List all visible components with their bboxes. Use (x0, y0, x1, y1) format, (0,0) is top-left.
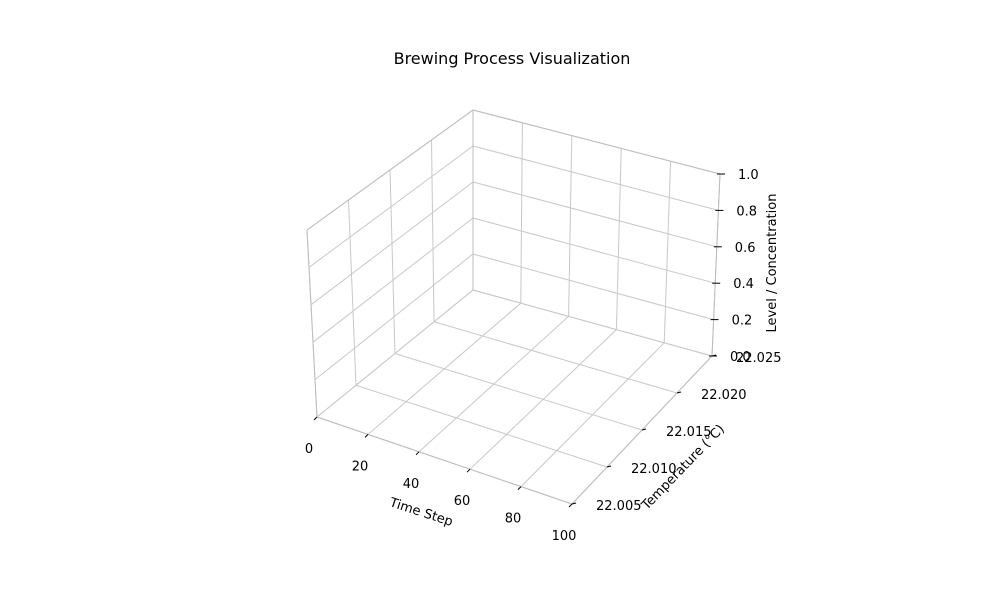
back-wall-grid-z (472, 181, 717, 248)
side-wall-grid-z (312, 217, 474, 343)
pane-edge (306, 109, 474, 231)
chart-title: Brewing Process Visualization (394, 49, 631, 68)
x-axis-label: Time Step (387, 495, 455, 530)
x-tick-label: 20 (352, 459, 369, 474)
pane-edge (316, 416, 573, 505)
x-tick-label: 80 (505, 512, 522, 527)
y-tick-label: 22.010 (631, 462, 677, 477)
z-tick-label: 0.0 (730, 350, 751, 365)
x-tick-mark (313, 416, 318, 421)
y-axis-ticks: 22.005 22.010 22.015 22.020 22.025 (571, 351, 782, 514)
back-wall-grid-z (472, 289, 713, 357)
back-wall-grid-x (520, 122, 523, 304)
side-wall-grid-z (314, 253, 474, 380)
left-back-pane (307, 110, 473, 417)
back-wall-grid-x (568, 135, 573, 317)
pane-edge (306, 229, 318, 418)
y-tick-mark (606, 465, 612, 468)
z-tick-label: 0.2 (732, 314, 753, 329)
x-tick-label: 40 (403, 477, 420, 492)
y-tick-label: 22.020 (701, 388, 747, 403)
side-wall-grid-y (389, 169, 396, 354)
side-wall-grid-y (431, 139, 435, 322)
floor-grid-y (433, 321, 678, 394)
y-tick-mark (676, 391, 682, 394)
side-wall-grid-z (308, 145, 474, 268)
back-wall-grid-z (472, 217, 716, 284)
x-tick-mark (466, 468, 471, 473)
z-tick-label: 0.4 (733, 277, 754, 292)
side-wall-grid-y (348, 199, 357, 386)
right-back-pane (473, 110, 720, 356)
x-tick-mark (364, 434, 369, 438)
y-tick-label: 22.025 (736, 351, 782, 366)
x-tick-mark (415, 451, 420, 456)
floor-grid-y (394, 353, 643, 431)
x-axis-ticks: 0 20 40 60 80 100 (305, 416, 577, 544)
z-tick-label: 1.0 (738, 168, 759, 183)
x-tick-mark (568, 503, 573, 508)
y-tick-label: 22.005 (596, 499, 642, 514)
y-tick-mark (571, 502, 577, 505)
floor-grid-y (355, 384, 608, 468)
x-tick-label: 0 (305, 442, 313, 457)
back-wall-grid-z (472, 253, 714, 321)
y-tick-label: 22.015 (666, 425, 712, 440)
pane-edge (472, 109, 721, 175)
side-wall-grid-z (316, 289, 474, 418)
side-wall-grid-z (310, 181, 474, 306)
x-tick-label: 100 (552, 529, 577, 544)
z-axis-label: Level / Concentration (765, 194, 780, 333)
pane-edge (711, 173, 721, 357)
x-tick-mark (517, 486, 522, 490)
back-wall-grid-x (663, 161, 672, 343)
axis-lines (306, 109, 721, 505)
y-tick-mark (641, 428, 647, 431)
back-wall-grid-x (615, 148, 622, 330)
z-axis-ticks: 0.0 0.2 0.4 0.6 0.8 1.0 (709, 168, 759, 365)
z-tick-label: 0.8 (736, 204, 757, 219)
x-tick-label: 60 (454, 494, 471, 509)
back-wall-grid-z (472, 145, 719, 211)
z-tick-label: 0.6 (735, 241, 756, 256)
